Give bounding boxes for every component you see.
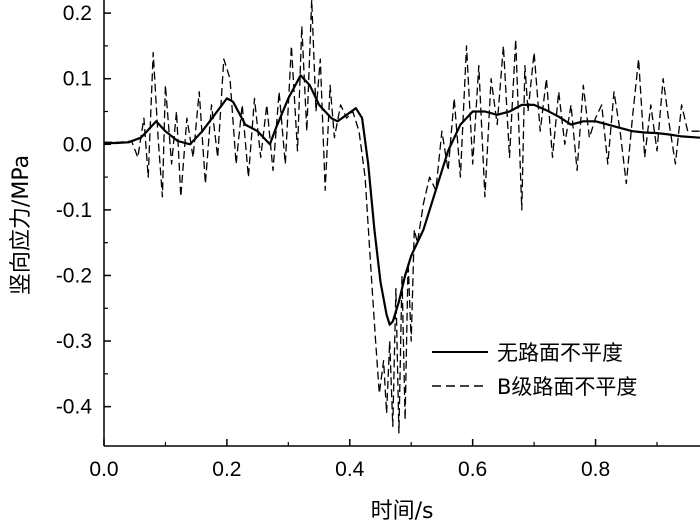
legend: 无路面不平度 B级路面不平度 (432, 341, 637, 399)
y-tick-label: -0.1 (56, 199, 92, 222)
series-line-0 (104, 74, 700, 326)
x-tick-label: 0.6 (458, 458, 487, 481)
x-axis-title: 时间/s (371, 499, 434, 524)
axes-layer: 0.2 0.1 0.0 -0.1 -0.2 -0.3 -0.4 0.0 0.2 0.4 0.6 0.8 (56, 0, 700, 481)
legend-label-solid: 无路面不平度 (497, 341, 623, 365)
legend-label-dashed: B级路面不平度 (497, 375, 637, 399)
y-tick-label: 0.0 (63, 133, 92, 156)
y-axis-title: 竖向应力/MPa (9, 155, 34, 295)
y-tick-label: -0.4 (56, 396, 93, 419)
y-tick-label: 0.2 (63, 2, 92, 25)
series-layer (104, 0, 700, 434)
x-tick-label: 0.4 (335, 458, 365, 481)
y-tick-label: -0.3 (56, 330, 92, 353)
x-tick-label: 0.8 (581, 458, 610, 481)
series-line-1 (104, 0, 700, 434)
x-tick-label: 0.0 (89, 458, 118, 481)
x-tick-label: 0.2 (212, 458, 241, 481)
y-tick-label: -0.2 (56, 264, 92, 287)
labels-layer: 时间/s 竖向应力/MPa (9, 155, 433, 524)
y-tick-label: 0.1 (63, 68, 92, 91)
